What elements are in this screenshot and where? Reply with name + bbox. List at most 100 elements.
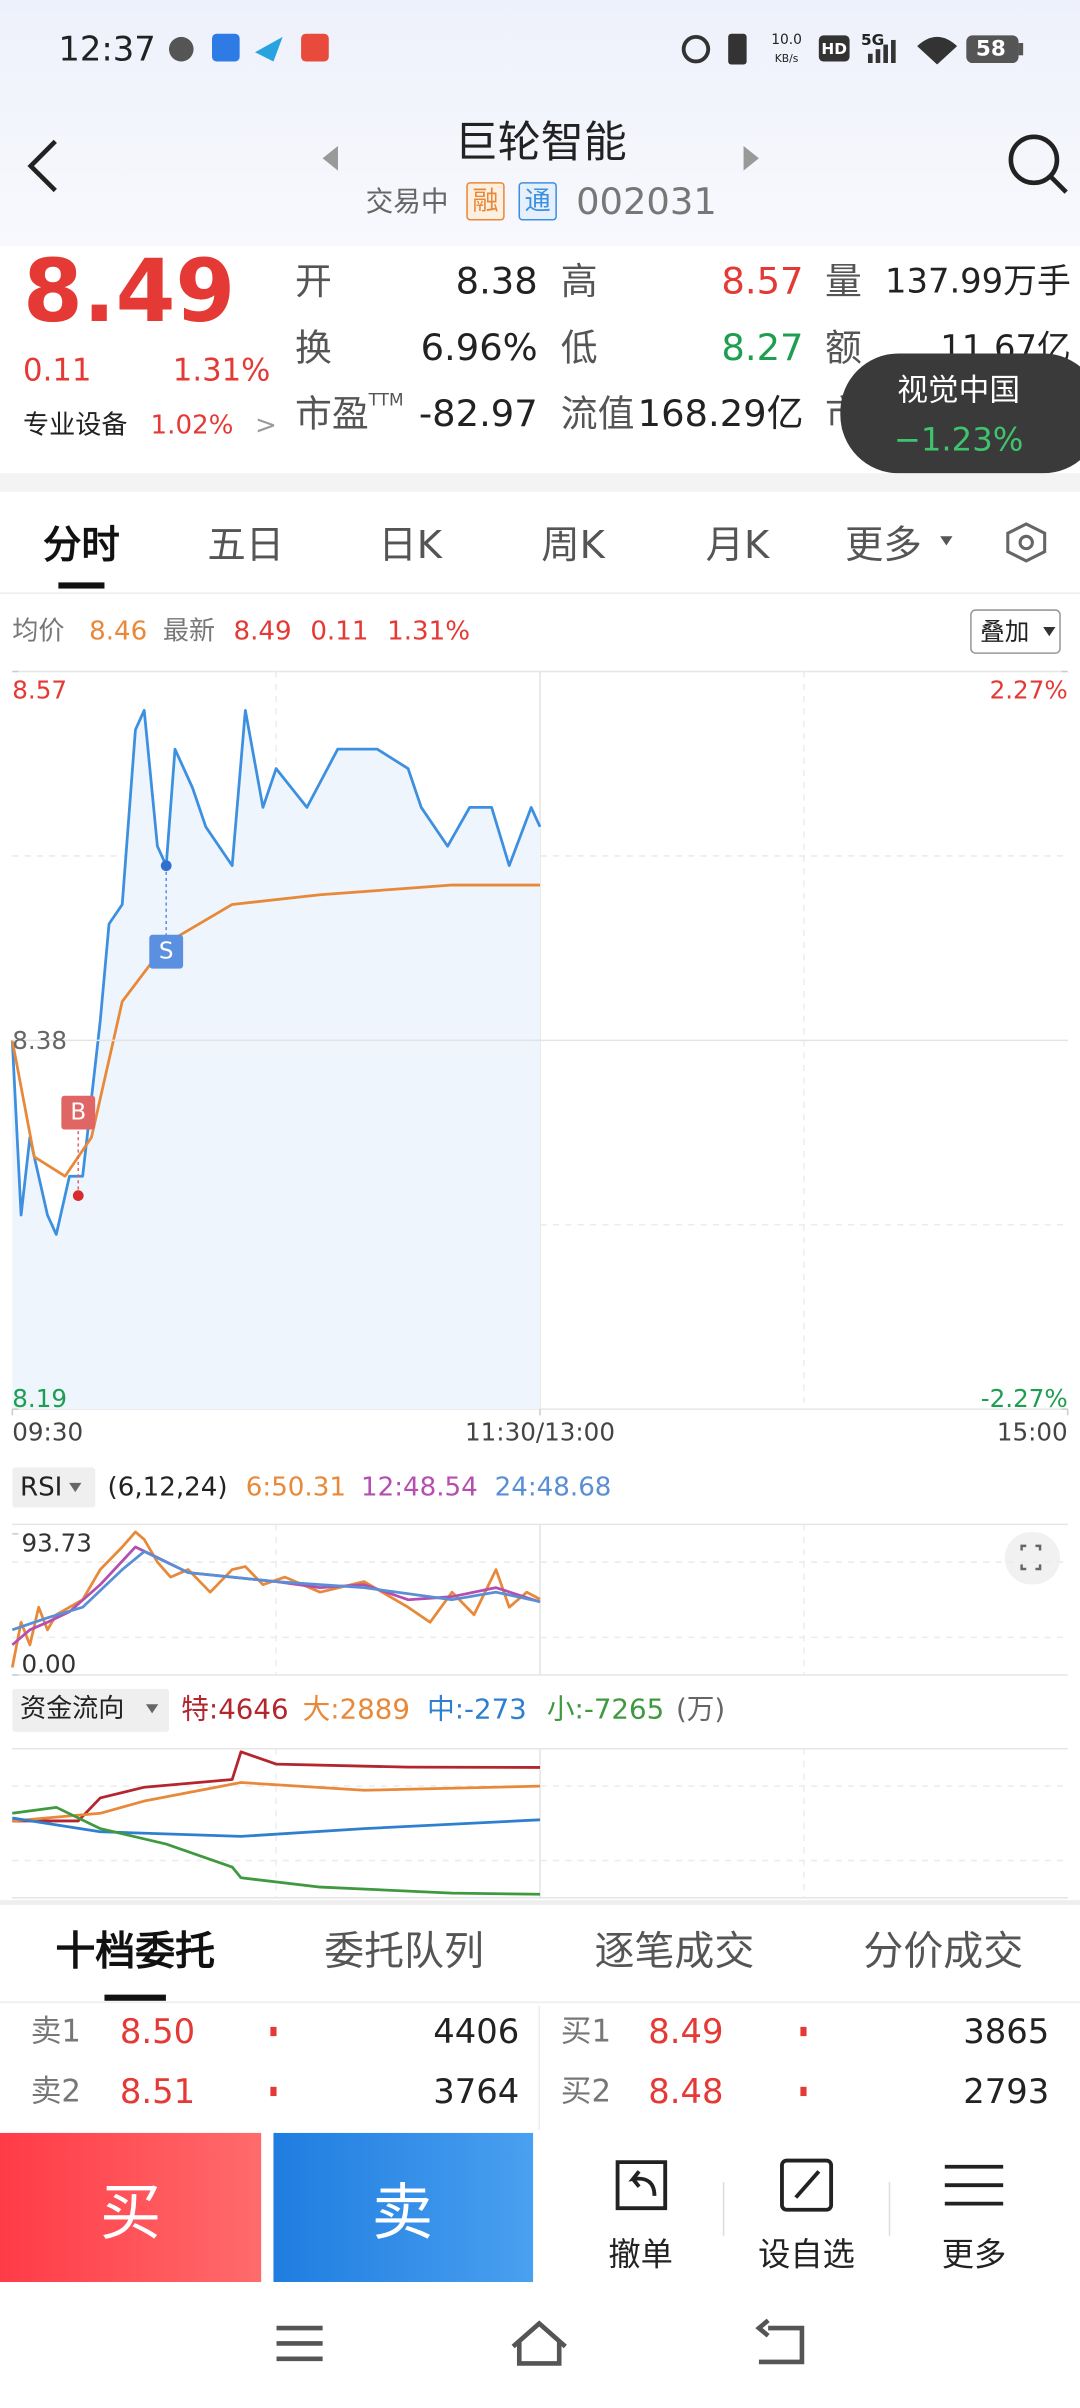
y-tick-label: 0.00 [22,1650,77,1679]
search-button[interactable] [1008,134,1068,194]
flow-reading: 大:2889 [303,1692,410,1725]
level-price: 8.48 [648,2072,723,2111]
buy-button[interactable] [0,2132,262,2282]
stat-label: 市盈TTM [295,390,404,435]
flow-reading: 特:4646 [181,1692,288,1725]
sector-name[interactable]: 专业设备 [23,411,127,441]
nav-bar [276,2318,805,2366]
y-tick-label: 8.57 [12,675,67,704]
hd-badge: HD [821,40,847,58]
stat-value: -82.97 [419,392,538,435]
stat-value: 6.96% [421,326,538,369]
badge-box [518,182,557,221]
tool-icons [615,2158,1004,2212]
trade-badge[interactable] [149,934,184,969]
level-dot [270,2026,277,2037]
tab[interactable]: 分时 [43,523,120,568]
back-button[interactable] [27,139,57,193]
flow-select[interactable] [12,1688,169,1732]
level-volume: 4406 [433,2012,519,2051]
buy-label: 买 [100,2177,161,2248]
pct-tick-label: 2.27% [990,675,1068,704]
expand-button[interactable] [1004,1532,1061,1585]
tab[interactable]: 周K [541,523,605,568]
tool-label[interactable]: 设自选 [758,2235,855,2273]
stat-label-text: 换 [295,326,332,369]
tool-label[interactable]: 撤单 [608,2235,672,2273]
avg-price: 8.46 [89,617,147,647]
stat-label-text: 开 [295,260,332,303]
nav-menu[interactable] [276,2325,323,2362]
badge: 通 [525,186,551,216]
tab[interactable]: 月K [706,523,770,568]
trade-point [72,1190,84,1202]
change-value: 0.11 [310,617,368,647]
order-tab[interactable]: 十档委托 [55,1929,215,1975]
stat-label: 高 [561,260,598,303]
tab[interactable]: 日K [378,523,442,568]
stat-label: 流值 [561,392,635,435]
rsi-reading: 12:48.54 [361,1473,478,1503]
sell-button[interactable] [273,2132,534,2282]
battery: 58 [976,37,1006,62]
status-app-icons [168,33,329,62]
tool-label[interactable]: 更多 [942,2235,1006,2273]
stat-label-text: 低 [561,326,598,369]
last-value: 8.49 [234,617,292,647]
series-line [12,1816,541,1838]
sector-arrow[interactable]: > [255,411,277,441]
level-price: 8.51 [120,2072,195,2111]
y-tick-label: 93.73 [22,1528,92,1557]
stat-label: 开 [295,260,332,303]
tab[interactable]: 更多 [845,523,922,568]
last-price: 8.49 [23,242,235,342]
stat-label-text: 高 [561,260,598,303]
period-tabs: 分时 五日 日K 周K 月K 更多 [43,523,953,589]
stat-value: 168.29亿 [638,392,804,435]
expand-icon [1020,1544,1042,1571]
stat-label-text: 额 [825,326,862,369]
indicator-params: (6,12,24) [108,1473,228,1503]
nav-home[interactable] [511,2320,567,2366]
x-tick-label: 09:30 [12,1418,83,1447]
series-line [12,1781,541,1823]
prev-stock[interactable] [322,145,338,171]
last-label: 最新 [163,617,215,647]
indicator-select[interactable] [12,1467,96,1508]
order-tab[interactable]: 逐笔成交 [595,1929,755,1975]
net-speed-unit: KB/s [775,52,799,65]
order-tabs: 十档委托 委托队列 逐笔成交 分价成交 [55,1929,1023,2001]
trade-badge[interactable] [61,1095,96,1130]
order-tab[interactable]: 分价成交 [863,1929,1023,1975]
dropdown-arrow [69,1482,82,1493]
nav-back[interactable] [755,2318,805,2365]
stat-value: 8.38 [456,260,538,303]
next-stock[interactable] [743,145,759,171]
series-line [11,1550,541,1632]
sell-label: 卖 [372,2177,433,2248]
rsi-readings: 6:50.31 12:48.54 24:48.68 [246,1473,612,1503]
level-label: 买2 [561,2073,611,2109]
stat-label-text: 量 [825,260,862,303]
settings-icon[interactable] [1006,522,1047,563]
stat-label-text: 流值 [561,392,635,435]
popup-name: 视觉中国 [897,372,1020,408]
status-sys-icons: 10.0 KB/s HD 5G 58 [681,31,1024,65]
level-label: 卖2 [31,2073,81,2109]
tab[interactable]: 五日 [207,523,284,568]
series-line [10,883,540,1178]
avg-label: 均价 [12,617,64,647]
trade-point [160,860,172,872]
price-area [12,710,541,1410]
order-tab[interactable]: 委托队列 [324,1929,484,1975]
y-tick-label: 8.38 [12,1026,67,1055]
flow-reading: 中:-273 [427,1692,527,1725]
popup-bg[interactable] [840,353,1080,474]
overlay-button[interactable] [970,609,1061,654]
level-label: 买1 [561,2014,611,2050]
rsi-reading: 24:48.68 [495,1473,612,1503]
stat-value: 8.27 [721,326,803,369]
level-price: 8.49 [648,2012,723,2051]
y-tick-label: 8.19 [12,1384,67,1413]
